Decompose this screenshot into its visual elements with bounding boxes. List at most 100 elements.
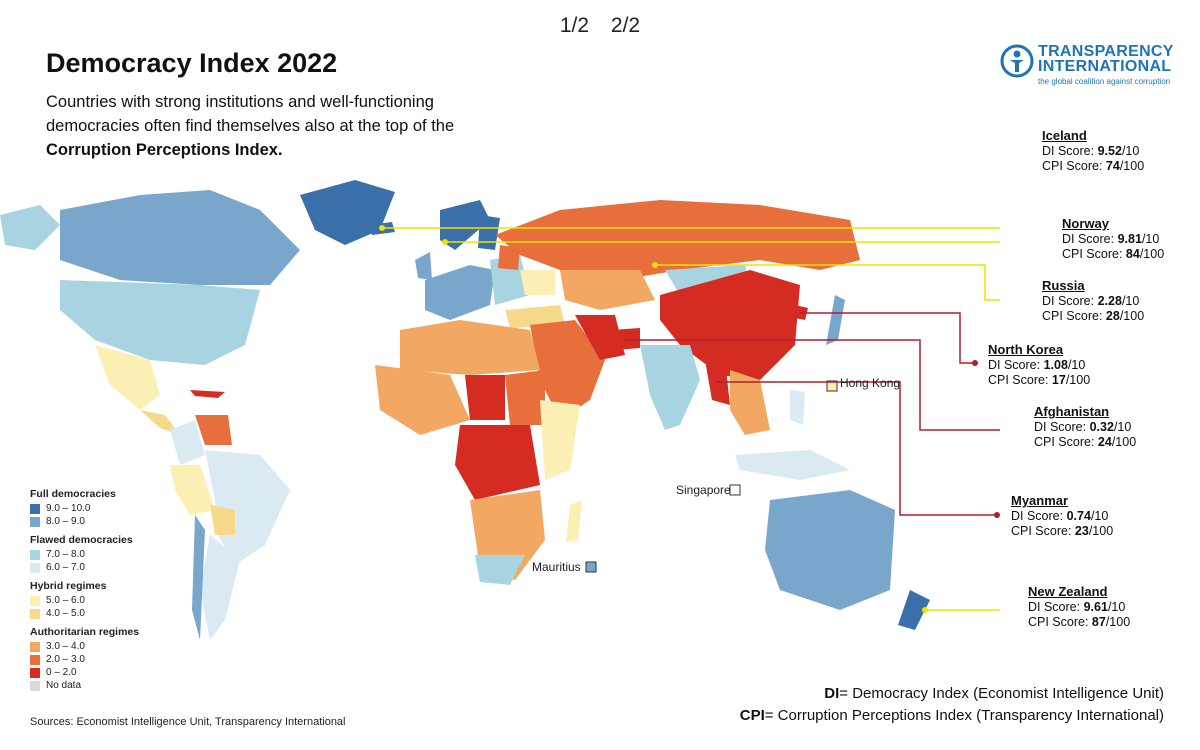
legend-label: 0 – 2.0 bbox=[46, 667, 77, 678]
region-north-africa bbox=[400, 320, 540, 375]
callout-nkorea-di-label: DI Score: bbox=[988, 358, 1041, 372]
region-brazil bbox=[205, 450, 290, 565]
leader-dot-nkorea bbox=[972, 360, 978, 366]
callout-iceland-di: 9.52 bbox=[1097, 144, 1122, 158]
singapore-marker bbox=[729, 484, 741, 496]
callout-norway: Norway DI Score: 9.81/10 CPI Score: 84/1… bbox=[1062, 216, 1164, 262]
callout-afghanistan-di-label: DI Score: bbox=[1034, 420, 1087, 434]
legend-label: 9.0 – 10.0 bbox=[46, 503, 91, 514]
callout-afghanistan-cpi-suffix: /100 bbox=[1111, 435, 1137, 449]
region-colombia bbox=[170, 420, 205, 465]
region-venezuela bbox=[195, 415, 232, 445]
callout-russia-di-suffix: /10 bbox=[1121, 294, 1140, 308]
callout-afghanistan: Afghanistan DI Score: 0.32/10 CPI Score:… bbox=[1034, 404, 1136, 450]
region-peru bbox=[170, 465, 215, 515]
logo-line-1: TRANSPARENCY bbox=[1038, 43, 1174, 60]
callout-nkorea-cpi: 17 bbox=[1051, 373, 1066, 387]
legend-label: 2.0 – 3.0 bbox=[46, 654, 85, 665]
callout-norway-cpi-label: CPI Score: bbox=[1062, 247, 1123, 261]
callout-iceland-cpi-label: CPI Score: bbox=[1042, 159, 1103, 173]
page-title: Democracy Index 2022 bbox=[46, 48, 338, 78]
callout-russia-name: Russia bbox=[1042, 278, 1085, 293]
callout-russia-di: 2.28 bbox=[1097, 294, 1122, 308]
legend-swatch bbox=[30, 516, 40, 527]
ti-globe-icon bbox=[1000, 44, 1034, 78]
legend-group-full: Full democracies bbox=[30, 488, 116, 500]
callout-nkorea-di-suffix: /10 bbox=[1067, 358, 1086, 372]
callout-nkorea-name: North Korea bbox=[988, 342, 1064, 357]
legend-item-flawed-low: 6.0 – 7.0 bbox=[30, 561, 139, 574]
callout-iceland-name: Iceland bbox=[1042, 128, 1087, 143]
callout-myanmar: Myanmar DI Score: 0.74/10 CPI Score: 23/… bbox=[1011, 493, 1113, 539]
callout-russia-di-label: DI Score: bbox=[1042, 294, 1095, 308]
callout-iceland: Iceland DI Score: 9.52/10 CPI Score: 74/… bbox=[1042, 128, 1144, 174]
leader-iceland bbox=[382, 227, 1000, 229]
callout-afghanistan-cpi: 24 bbox=[1097, 435, 1112, 449]
subtitle-text: Countries with strong institutions and w… bbox=[46, 93, 455, 135]
legend-swatch bbox=[30, 595, 40, 606]
region-west-africa bbox=[375, 365, 470, 435]
legend-swatch bbox=[30, 654, 40, 665]
leader-russia bbox=[655, 264, 1000, 301]
legend-item-auth-mid: 2.0 – 3.0 bbox=[30, 653, 139, 666]
logo-tagline: the global coalition against corruption bbox=[1038, 77, 1171, 86]
legend-item-full-high: 9.0 – 10.0 bbox=[30, 502, 139, 515]
callout-nz-di: 9.61 bbox=[1083, 600, 1108, 614]
legend-item-hybrid-high: 5.0 – 6.0 bbox=[30, 594, 139, 607]
callout-afghanistan-cpi-label: CPI Score: bbox=[1034, 435, 1095, 449]
cpi-definition: = Corruption Perceptions Index (Transpar… bbox=[764, 707, 1164, 724]
region-greenland bbox=[300, 180, 395, 245]
callout-norway-di-suffix: /10 bbox=[1141, 232, 1160, 246]
page-1-indicator[interactable]: 1/2 bbox=[559, 14, 590, 37]
callout-afghanistan-di: 0.32 bbox=[1089, 420, 1114, 434]
region-central-america bbox=[140, 410, 180, 435]
legend-item-auth-high: 3.0 – 4.0 bbox=[30, 640, 139, 653]
leader-myanmar bbox=[715, 381, 997, 516]
callout-myanmar-cpi-label: CPI Score: bbox=[1011, 524, 1072, 538]
leader-nkorea bbox=[800, 312, 975, 364]
legend-item-no-data: No data bbox=[30, 679, 139, 692]
callout-norway-cpi-suffix: /100 bbox=[1139, 247, 1165, 261]
callout-iceland-cpi-suffix: /100 bbox=[1119, 159, 1145, 173]
logo-line-2: INTERNATIONAL bbox=[1038, 58, 1172, 75]
callout-iceland-cpi: 74 bbox=[1105, 159, 1120, 173]
region-afghanistan bbox=[612, 328, 640, 350]
callout-myanmar-name: Myanmar bbox=[1011, 493, 1069, 508]
legend-item-hybrid-low: 4.0 – 5.0 bbox=[30, 607, 139, 620]
legend-group-hybrid: Hybrid regimes bbox=[30, 580, 107, 592]
callout-russia-cpi: 28 bbox=[1105, 309, 1120, 323]
page-2-indicator[interactable]: 2/2 bbox=[610, 14, 641, 37]
legend-group-authoritarian: Authoritarian regimes bbox=[30, 626, 140, 638]
region-south-africa bbox=[475, 555, 525, 585]
callout-nkorea-di: 1.08 bbox=[1043, 358, 1068, 372]
region-chile bbox=[192, 515, 205, 640]
callout-nz-cpi-label: CPI Score: bbox=[1028, 615, 1089, 629]
legend-label: 7.0 – 8.0 bbox=[46, 549, 85, 560]
hong-kong-marker bbox=[826, 380, 838, 392]
callout-russia-cpi-label: CPI Score: bbox=[1042, 309, 1103, 323]
di-abbr: DI bbox=[824, 685, 840, 702]
legend-item-full-low: 8.0 – 9.0 bbox=[30, 515, 139, 528]
callout-norway-di-label: DI Score: bbox=[1062, 232, 1115, 246]
map-legend: Full democracies 9.0 – 10.0 8.0 – 9.0 Fl… bbox=[30, 482, 139, 692]
region-australia bbox=[765, 490, 895, 610]
region-kazakhstan bbox=[560, 270, 655, 310]
callout-afghanistan-name: Afghanistan bbox=[1034, 404, 1110, 419]
region-mexico bbox=[95, 345, 160, 410]
legend-swatch bbox=[30, 641, 40, 652]
legend-swatch bbox=[30, 608, 40, 619]
legend-label: 3.0 – 4.0 bbox=[46, 641, 85, 652]
callout-myanmar-cpi: 23 bbox=[1074, 524, 1089, 538]
singapore-label: Singapore bbox=[676, 483, 731, 497]
callout-nz-di-label: DI Score: bbox=[1028, 600, 1081, 614]
callout-russia: Russia DI Score: 2.28/10 CPI Score: 28/1… bbox=[1042, 278, 1144, 324]
callout-iceland-di-suffix: /10 bbox=[1121, 144, 1140, 158]
callout-norway-di: 9.81 bbox=[1117, 232, 1142, 246]
leader-dot-norway bbox=[442, 239, 448, 245]
region-china bbox=[660, 270, 800, 380]
mauritius-marker bbox=[585, 561, 597, 573]
callout-norway-name: Norway bbox=[1062, 216, 1109, 231]
region-uk bbox=[415, 252, 432, 280]
region-usa bbox=[60, 280, 260, 365]
leader-dot-russia bbox=[652, 262, 658, 268]
